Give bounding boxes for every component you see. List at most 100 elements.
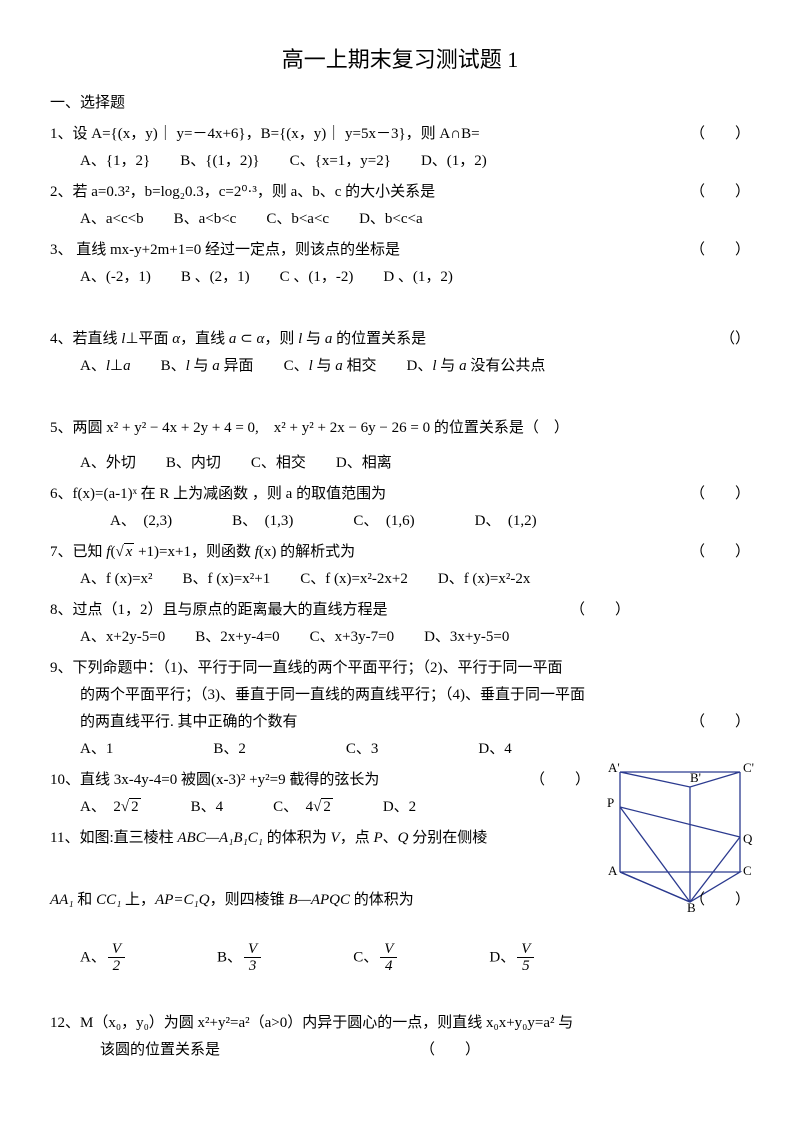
question-5: 5、两圆 x² + y² − 4x + 2y + 4 = 0, x² + y² … <box>50 415 750 477</box>
answer-blank: （ ） <box>670 539 750 566</box>
denominator: 4 <box>380 958 397 975</box>
q10-opt-b: B、4 <box>191 794 224 821</box>
q8-opt-d: D、3x+y-5=0 <box>424 624 509 651</box>
q6-opt-c: C、 (1,6) <box>353 508 414 535</box>
radicand: x <box>124 543 135 560</box>
q11-line2: AA₁ 和 CC₁ 上，AP=C₁Q，则四棱锥 B—APQC 的体积为 <box>50 887 670 914</box>
denominator: 2 <box>108 958 125 975</box>
q1-text: 1、设 A={(x，y)｜ y=－4x+6}，B={(x，y)｜ y=5x－3}… <box>50 121 670 148</box>
var-a: a <box>459 358 467 374</box>
q2-opt-d: D、b<c<a <box>359 206 423 233</box>
fraction: V4 <box>380 941 397 975</box>
text: 与 <box>437 358 460 374</box>
answer-blank: （ ） <box>220 1037 480 1064</box>
question-10: 10、直线 3x-4y-4=0 被圆(x-3)² +y²=9 截得的弦长为 （ … <box>50 767 590 821</box>
subset-sym: ⊂ <box>236 331 256 347</box>
q11-opt-c: C、V4 <box>353 941 399 975</box>
label: D、 <box>489 949 515 965</box>
q4-mid3: ，则 <box>264 331 298 347</box>
text: (x) 的解析式为 <box>259 544 355 560</box>
q6-opt-a: A、 (2,3) <box>110 508 172 535</box>
var-a: a <box>212 358 220 374</box>
numerator: V <box>244 941 261 959</box>
var-q: Q <box>398 830 409 846</box>
answer-blank: （ ） <box>670 887 750 914</box>
label-p: P <box>607 795 614 810</box>
q5-pre: 5、两圆 <box>50 420 106 436</box>
q9-opt-b: B、2 <box>213 736 246 763</box>
fraction: V3 <box>244 941 261 975</box>
question-8: 8、过点（1，2）且与原点的距离最大的直线方程是 （ ） A、x+2y-5=0 … <box>50 597 750 651</box>
q7-text: 7、已知 f(x +1)=x+1，则函数 f(x) 的解析式为 <box>50 539 670 566</box>
question-4: 4、若直线 l⊥平面 α，直线 a ⊂ α，则 l 与 a 的位置关系是 （） … <box>50 326 750 380</box>
sqrt-icon: 2 <box>313 794 333 821</box>
label: A、 <box>80 949 106 965</box>
numerator: V <box>517 941 534 959</box>
q10-opt-c: C、 42 <box>273 794 333 821</box>
text: 11、如图:直三棱柱 <box>50 830 177 846</box>
text: 7、已知 <box>50 544 106 560</box>
q9-line3: 的两直线平行. 其中正确的个数有 <box>80 709 670 736</box>
q3-opt-c: C 、(1，-2) <box>280 264 354 291</box>
q1-opt-b: B、{(1，2)} <box>180 148 259 175</box>
var-v: V <box>331 830 340 846</box>
sqrt-icon: x <box>115 539 134 566</box>
q7-opt-b: B、f (x)=x²+1 <box>183 566 271 593</box>
q4-mid2: ，直线 <box>180 331 229 347</box>
q4-text: 4、若直线 l⊥平面 α，直线 a ⊂ α，则 l 与 a 的位置关系是 <box>50 326 700 353</box>
label-c1: C' <box>743 760 754 775</box>
q4-opt-a: A、l⊥a <box>80 353 131 380</box>
label: B、 <box>161 358 186 374</box>
text: 和 <box>74 892 97 908</box>
q6-opt-b: B、 (1,3) <box>232 508 293 535</box>
answer-blank: （ ） <box>670 179 750 206</box>
q2-opt-b: B、a<b<c <box>174 206 237 233</box>
text: 与 <box>190 358 213 374</box>
numerator: V <box>108 941 125 959</box>
question-9: 9、下列命题中：（1)、平行于同一直线的两个平面平行；（2)、平行于同一平面 的… <box>50 655 750 763</box>
q9-opt-c: C、3 <box>346 736 379 763</box>
text: 相交 <box>343 358 377 374</box>
q10-opt-d: D、2 <box>383 794 416 821</box>
q9-line1: 9、下列命题中：（1)、平行于同一直线的两个平面平行；（2)、平行于同一平面 <box>50 655 750 682</box>
text: 上， <box>121 892 155 908</box>
q11-opt-d: D、V5 <box>489 941 536 975</box>
label: D、 <box>407 358 433 374</box>
section-heading: 一、选择题 <box>50 90 750 117</box>
text: 的体积为 <box>263 830 331 846</box>
question-3: 3、 直线 mx-y+2m+1=0 经过一定点，则该点的坐标是 （ ） A、(-… <box>50 237 750 291</box>
q3-opt-b: B 、(2，1) <box>181 264 250 291</box>
radicand: 2 <box>129 798 141 815</box>
text: 异面 <box>220 358 254 374</box>
label-b1: B' <box>690 770 701 785</box>
text: ，则四棱锥 <box>210 892 289 908</box>
q11-opt-b: B、V3 <box>217 941 263 975</box>
text: 、 <box>383 830 398 846</box>
label: B、 <box>217 949 242 965</box>
text: 分别在侧棱 <box>409 830 488 846</box>
page-title: 高一上期末复习测试题 1 <box>50 40 750 80</box>
sqrt-icon: 2 <box>121 794 141 821</box>
q1-opt-d: D、(1，2) <box>421 148 487 175</box>
var-p: P <box>373 830 382 846</box>
radicand: 2 <box>321 798 333 815</box>
var: ABC—A₁B₁C₁ <box>177 830 263 846</box>
answer-blank: （ ） <box>670 481 750 508</box>
q4-mid5: 的位置关系是 <box>332 331 426 347</box>
fraction: V2 <box>108 941 125 975</box>
q5-opt-c: C、相交 <box>251 450 306 477</box>
q7-opt-a: A、f (x)=x² <box>80 566 153 593</box>
q5-opt-a: A、外切 <box>80 450 136 477</box>
var-a: a <box>123 358 131 374</box>
label-a: A <box>608 863 618 878</box>
q5-opt-b: B、内切 <box>166 450 221 477</box>
answer-blank: （ ） <box>570 597 630 624</box>
numerator: V <box>380 941 397 959</box>
text: ，点 <box>340 830 374 846</box>
question-7: 7、已知 f(x +1)=x+1，则函数 f(x) 的解析式为 （ ） A、f … <box>50 539 750 593</box>
q12-line1: 12、M（x₀，y₀）为圆 x²+y²=a²（a>0）内异于圆心的一点，则直线 … <box>50 1010 750 1037</box>
perp-sym: ⊥ <box>110 358 123 374</box>
label: A、 <box>80 358 106 374</box>
text: 与 <box>313 358 336 374</box>
text: +1)=x+1，则函数 <box>134 544 254 560</box>
